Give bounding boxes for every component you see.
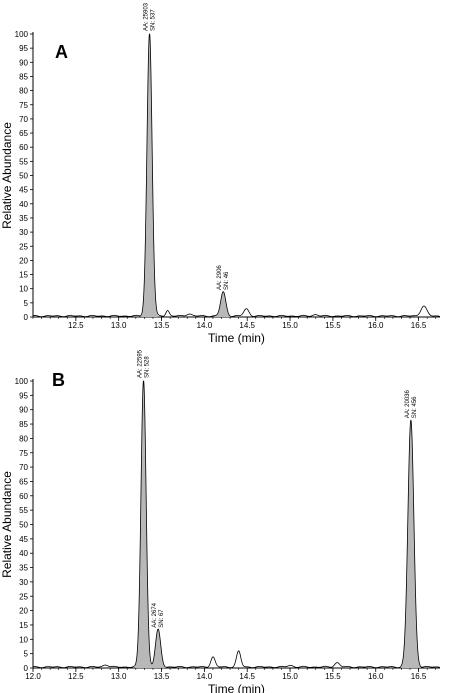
y-tick-label: 30 [19, 228, 28, 237]
y-tick-label: 70 [19, 115, 28, 124]
x-tick-label: 14.0 [197, 672, 213, 681]
y-tick-label: 0 [24, 664, 29, 673]
y-tick-label: 40 [19, 200, 28, 209]
y-axis-label: Relative Abundance [0, 471, 14, 578]
panel-b: 0 5 10 15 20 25 30 35 40 45 50 55 60 65 70 75 80 85 90 95 10… [0, 349, 441, 693]
x-tick-label: 16.5 [411, 321, 427, 330]
y-tick-label: 25 [19, 242, 28, 251]
x-tick-label: 15.0 [282, 672, 298, 681]
y-tick-label: 15 [19, 621, 28, 630]
y-tick-label: 55 [19, 506, 28, 515]
y-tick-label: 75 [19, 101, 28, 110]
peak-annotation: AA: 2674 [152, 602, 158, 627]
x-tick-label: 16.0 [368, 321, 384, 330]
y-tick-label: 60 [19, 492, 28, 501]
x-tick-label: 15.5 [325, 672, 341, 681]
peak-annotation: AA: 2906 [217, 265, 223, 290]
x-tick-label: 12.5 [68, 672, 84, 681]
y-tick-label: 100 [15, 30, 29, 39]
integrated-peak-area [149, 629, 167, 668]
y-tick-label: 95 [19, 391, 28, 400]
panel-a: 0 5 10 15 20 25 30 35 40 45 50 55 60 65 70 75 80 85 90 95 10… [0, 2, 441, 345]
x-tick-label: 12.5 [68, 321, 84, 330]
chromatogram-trace [32, 33, 441, 318]
x-tick-label: 13.0 [111, 321, 127, 330]
y-tick-label: 45 [19, 186, 28, 195]
y-tick-label: 35 [19, 564, 28, 573]
y-axis-label: Relative Abundance [0, 122, 14, 229]
x-tick-label: 14.0 [197, 321, 213, 330]
y-tick-label: 25 [19, 592, 28, 601]
peak-annotation: SN: 537 [151, 9, 157, 31]
integrated-peak-area [141, 34, 158, 317]
y-tick-label: 35 [19, 214, 28, 223]
y-tick-label: 30 [19, 578, 28, 587]
y-tick-label: 0 [24, 313, 29, 322]
y-tick-label: 55 [19, 157, 28, 166]
y-tick-label: 20 [19, 607, 28, 616]
x-tick-label: 12.0 [25, 672, 41, 681]
y-tick-label: 60 [19, 143, 28, 152]
y-tick-label: 5 [24, 299, 29, 308]
x-axis-label: Time (min) [208, 331, 265, 345]
panel-label: A [55, 42, 68, 62]
y-tick-label: 100 [15, 377, 29, 386]
y-tick-label: 40 [19, 549, 28, 558]
y-tick-label: 50 [19, 521, 28, 530]
y-tick-label: 15 [19, 271, 28, 280]
y-tick-label: 90 [19, 58, 28, 67]
y-tick-label: 45 [19, 535, 28, 544]
peak-annotation: AA: 25903 [144, 2, 150, 31]
y-tick-label: 10 [19, 285, 28, 294]
panel-label: B [52, 370, 65, 390]
peak-annotation: AA: 20036 [405, 389, 411, 418]
integrated-peak-area [401, 420, 421, 668]
peak-annotation: SN: 528 [145, 356, 151, 378]
y-tick-label: 50 [19, 172, 28, 181]
peak-annotation: SN: 456 [412, 396, 418, 418]
y-tick-label: 65 [19, 129, 28, 138]
integrated-peak-area [135, 381, 152, 668]
peak-annotation: SN: 67 [159, 609, 165, 628]
x-tick-label: 16.0 [368, 672, 384, 681]
x-tick-label: 16.5 [411, 672, 427, 681]
y-tick-label: 65 [19, 477, 28, 486]
y-tick-label: 85 [19, 72, 28, 81]
y-tick-label: 90 [19, 406, 28, 415]
y-tick-label: 85 [19, 420, 28, 429]
x-tick-label: 14.5 [239, 672, 255, 681]
y-tick-label: 75 [19, 449, 28, 458]
x-tick-label: 13.5 [154, 321, 170, 330]
peak-annotation: AA: 22595 [138, 349, 144, 378]
y-tick-label: 95 [19, 44, 28, 53]
x-tick-label: 13.5 [154, 672, 170, 681]
x-tick-label: 15.0 [282, 321, 298, 330]
y-tick-label: 20 [19, 256, 28, 265]
x-tick-label: 14.5 [239, 321, 255, 330]
y-tick-label: 5 [24, 650, 29, 659]
x-axis-label: Time (min) [208, 682, 265, 693]
peak-annotation: SN: 46 [224, 271, 230, 290]
y-tick-label: 10 [19, 635, 28, 644]
x-tick-label: 13.0 [111, 672, 127, 681]
y-tick-label: 80 [19, 87, 28, 96]
y-tick-label: 70 [19, 463, 28, 472]
x-tick-label: 15.5 [325, 321, 341, 330]
chromatogram-trace [32, 380, 441, 669]
y-tick-label: 80 [19, 434, 28, 443]
